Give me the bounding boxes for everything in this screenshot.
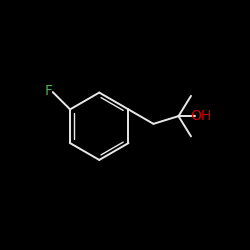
Text: F: F (45, 84, 53, 98)
Text: OH: OH (190, 109, 212, 123)
